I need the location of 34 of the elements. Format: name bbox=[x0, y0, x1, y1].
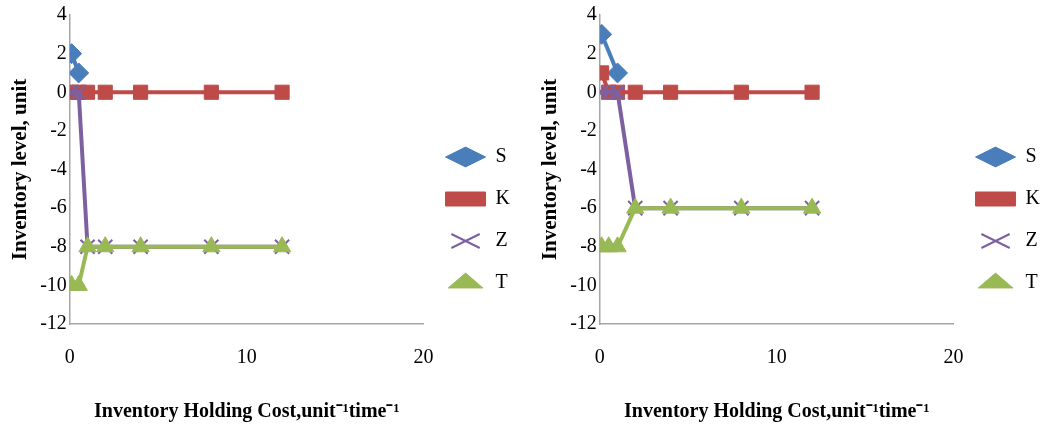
legend-label: K bbox=[495, 186, 511, 209]
y-axis-title: Inventory level, unit bbox=[7, 78, 32, 261]
legend-label: Z bbox=[1025, 228, 1038, 251]
x-tick-label: 10 bbox=[236, 345, 257, 368]
y-tick-label: 2 bbox=[586, 40, 597, 63]
y-tick-label: -2 bbox=[580, 118, 597, 141]
y-axis-title: Inventory level, unit bbox=[537, 78, 562, 261]
legend-label: T bbox=[495, 270, 508, 293]
y-tick-label: -4 bbox=[50, 156, 67, 179]
y-tick-label: -6 bbox=[50, 195, 67, 218]
y-tick-label: -12 bbox=[570, 311, 597, 334]
y-tick-label: -8 bbox=[580, 234, 597, 256]
y-tick-label: -10 bbox=[40, 272, 67, 295]
legend-label: S bbox=[1025, 144, 1037, 167]
x-axis-title: Inventory Holding Cost,unit⁻¹time⁻¹ bbox=[623, 399, 930, 423]
y-tick-label: -8 bbox=[50, 234, 67, 256]
legend-label: T bbox=[1025, 270, 1038, 293]
y-tick-label: 4 bbox=[586, 2, 597, 25]
y-tick-label: 4 bbox=[56, 2, 67, 25]
x-tick-label: 10 bbox=[766, 345, 787, 368]
y-tick-label: 0 bbox=[56, 79, 67, 102]
y-tick-label: -10 bbox=[570, 272, 597, 295]
y-tick-label: -2 bbox=[50, 118, 67, 141]
x-tick-label: 20 bbox=[943, 345, 964, 368]
y-tick-label: 0 bbox=[586, 79, 597, 102]
y-tick-label: -4 bbox=[580, 156, 597, 179]
y-tick-label: -12 bbox=[40, 311, 67, 334]
y-tick-label: 2 bbox=[56, 40, 67, 63]
y-tick-label: -6 bbox=[580, 195, 597, 218]
legend-label: K bbox=[1025, 186, 1041, 209]
legend-label: S bbox=[495, 144, 507, 167]
legend-label: Z bbox=[495, 228, 508, 251]
x-tick-label: 20 bbox=[413, 345, 434, 368]
x-axis-title: Inventory Holding Cost,unit⁻¹time⁻¹ bbox=[93, 399, 400, 423]
